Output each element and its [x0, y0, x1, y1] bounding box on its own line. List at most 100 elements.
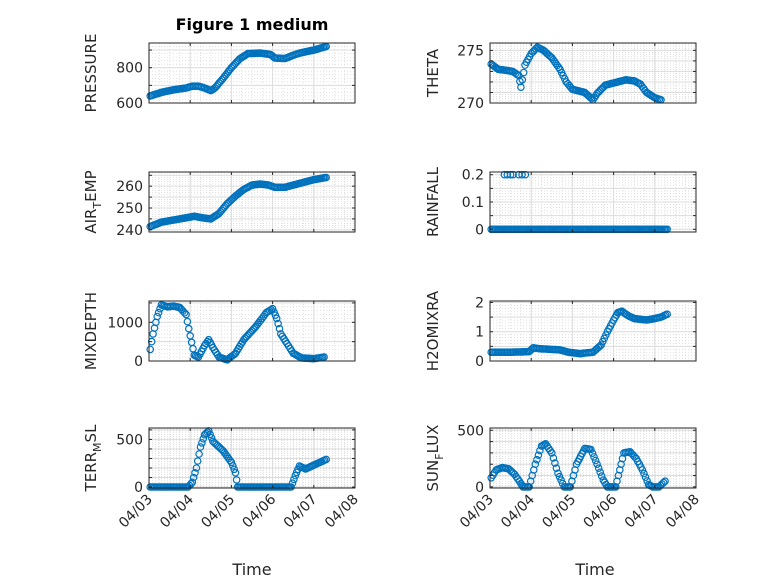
y-tick-label: 2	[475, 295, 484, 311]
data-point	[274, 319, 282, 328]
data-point	[597, 472, 606, 480]
data-point	[187, 480, 195, 488]
subplot-2: 270 275 THETA	[424, 42, 697, 112]
y-tick-label: 0	[475, 354, 484, 370]
axes-box	[148, 300, 356, 362]
x-axis-label-right: Time	[574, 560, 614, 579]
y-axis-label-main: MIXDEPTH	[82, 292, 100, 370]
subplot-5: 0 1000 MIXDEPTH	[82, 292, 356, 370]
data-point	[518, 76, 527, 84]
data-point	[533, 455, 541, 464]
data-point	[229, 461, 237, 470]
y-tick-label: 0.1	[462, 195, 484, 211]
y-axis-label-main: AIR	[82, 209, 100, 234]
data-point	[290, 475, 298, 484]
axes-box	[148, 171, 356, 233]
data-point	[146, 345, 155, 354]
y-axis-label: TERRMSL	[82, 424, 104, 493]
y-tick-label: 800	[116, 61, 143, 77]
y-axis-label-main: SUN	[424, 460, 442, 492]
data-point	[183, 317, 192, 326]
data-point	[594, 464, 603, 473]
data-point	[322, 455, 331, 464]
data-point	[192, 464, 201, 472]
data-point	[287, 483, 295, 491]
data-point	[661, 477, 669, 486]
axes-box	[489, 300, 697, 362]
data-point	[180, 308, 189, 317]
y-axis-label: MIXDEPTH	[82, 292, 100, 370]
figure-title: Figure 1 medium	[176, 15, 329, 34]
subplot-3: 240 250 260 AIRTEMP	[82, 170, 356, 239]
y-axis-label: THETA	[424, 48, 442, 98]
data-point	[193, 457, 202, 465]
y-tick-label: 1	[475, 325, 484, 341]
y-axis-label-main: PRESSURE	[82, 34, 100, 113]
y-axis-label-main: THETA	[424, 48, 442, 98]
y-axis-label-main: TERR	[82, 452, 100, 493]
data-point	[557, 476, 565, 484]
subplot-4: 0 0.1 0.2 RAINFALL	[424, 166, 697, 238]
data-point	[185, 324, 193, 333]
y-tick-label: 270	[457, 96, 484, 112]
y-tick-label: 500	[116, 432, 143, 448]
y-axis-label-subscript: T	[91, 202, 104, 210]
data-point	[196, 443, 205, 451]
y-tick-label: 0	[134, 480, 143, 496]
data-point	[590, 453, 598, 461]
y-axis-label-suffix: SL	[82, 424, 100, 443]
data-point	[232, 476, 241, 484]
data-point	[153, 312, 162, 321]
data-point	[275, 324, 284, 333]
data-point	[519, 68, 528, 77]
data-point	[182, 310, 190, 319]
data-point	[659, 478, 668, 487]
y-tick-label: 600	[116, 96, 143, 112]
subplot-6: 0 1 2 H2OMIXRA	[424, 290, 697, 371]
axes-box	[489, 42, 697, 104]
x-axis-label-left: Time	[231, 560, 271, 579]
data-point	[549, 454, 558, 462]
data-point	[641, 473, 650, 482]
y-tick-label: 240	[116, 223, 143, 239]
data-point	[288, 479, 297, 488]
y-tick-label: 0.2	[462, 168, 484, 184]
data-point	[198, 439, 206, 447]
axes-box	[148, 42, 356, 104]
data-point	[517, 83, 525, 92]
data-point	[206, 430, 214, 439]
y-axis-label-main: RAINFALL	[424, 166, 442, 237]
data-point	[591, 456, 600, 465]
y-tick-label: 0	[475, 480, 484, 496]
y-tick-label: 0	[134, 354, 143, 370]
y-axis-label: SUNFLUX	[424, 425, 446, 492]
y-tick-label: 260	[116, 179, 143, 195]
y-axis-label-suffix: EMP	[82, 170, 100, 201]
y-axis-label-subscript: M	[91, 442, 104, 452]
data-point	[195, 450, 203, 458]
subplot-1: 600 800 PRESSURE	[82, 34, 356, 113]
y-axis-label: PRESSURE	[82, 34, 100, 113]
y-tick-label: 0	[475, 222, 484, 238]
data-point	[189, 473, 198, 482]
data-point	[531, 460, 540, 469]
axes-box	[489, 427, 697, 489]
data-point	[272, 314, 281, 323]
data-point	[191, 468, 199, 477]
y-tick-label: 500	[457, 423, 484, 439]
data-point	[231, 468, 240, 477]
y-axis-label-main: H2OMIXRA	[424, 290, 442, 371]
data-point	[587, 445, 595, 454]
data-point	[547, 449, 556, 457]
data-point	[554, 469, 562, 478]
data-point	[588, 449, 597, 458]
y-tick-label: 250	[116, 201, 143, 217]
y-tick-label: 275	[457, 43, 484, 59]
y-axis-label: RAINFALL	[424, 166, 442, 237]
data-point	[154, 308, 163, 317]
y-axis-label-suffix: LUX	[424, 425, 442, 454]
data-point	[552, 464, 561, 473]
y-axis-label-subscript: F	[433, 453, 446, 459]
